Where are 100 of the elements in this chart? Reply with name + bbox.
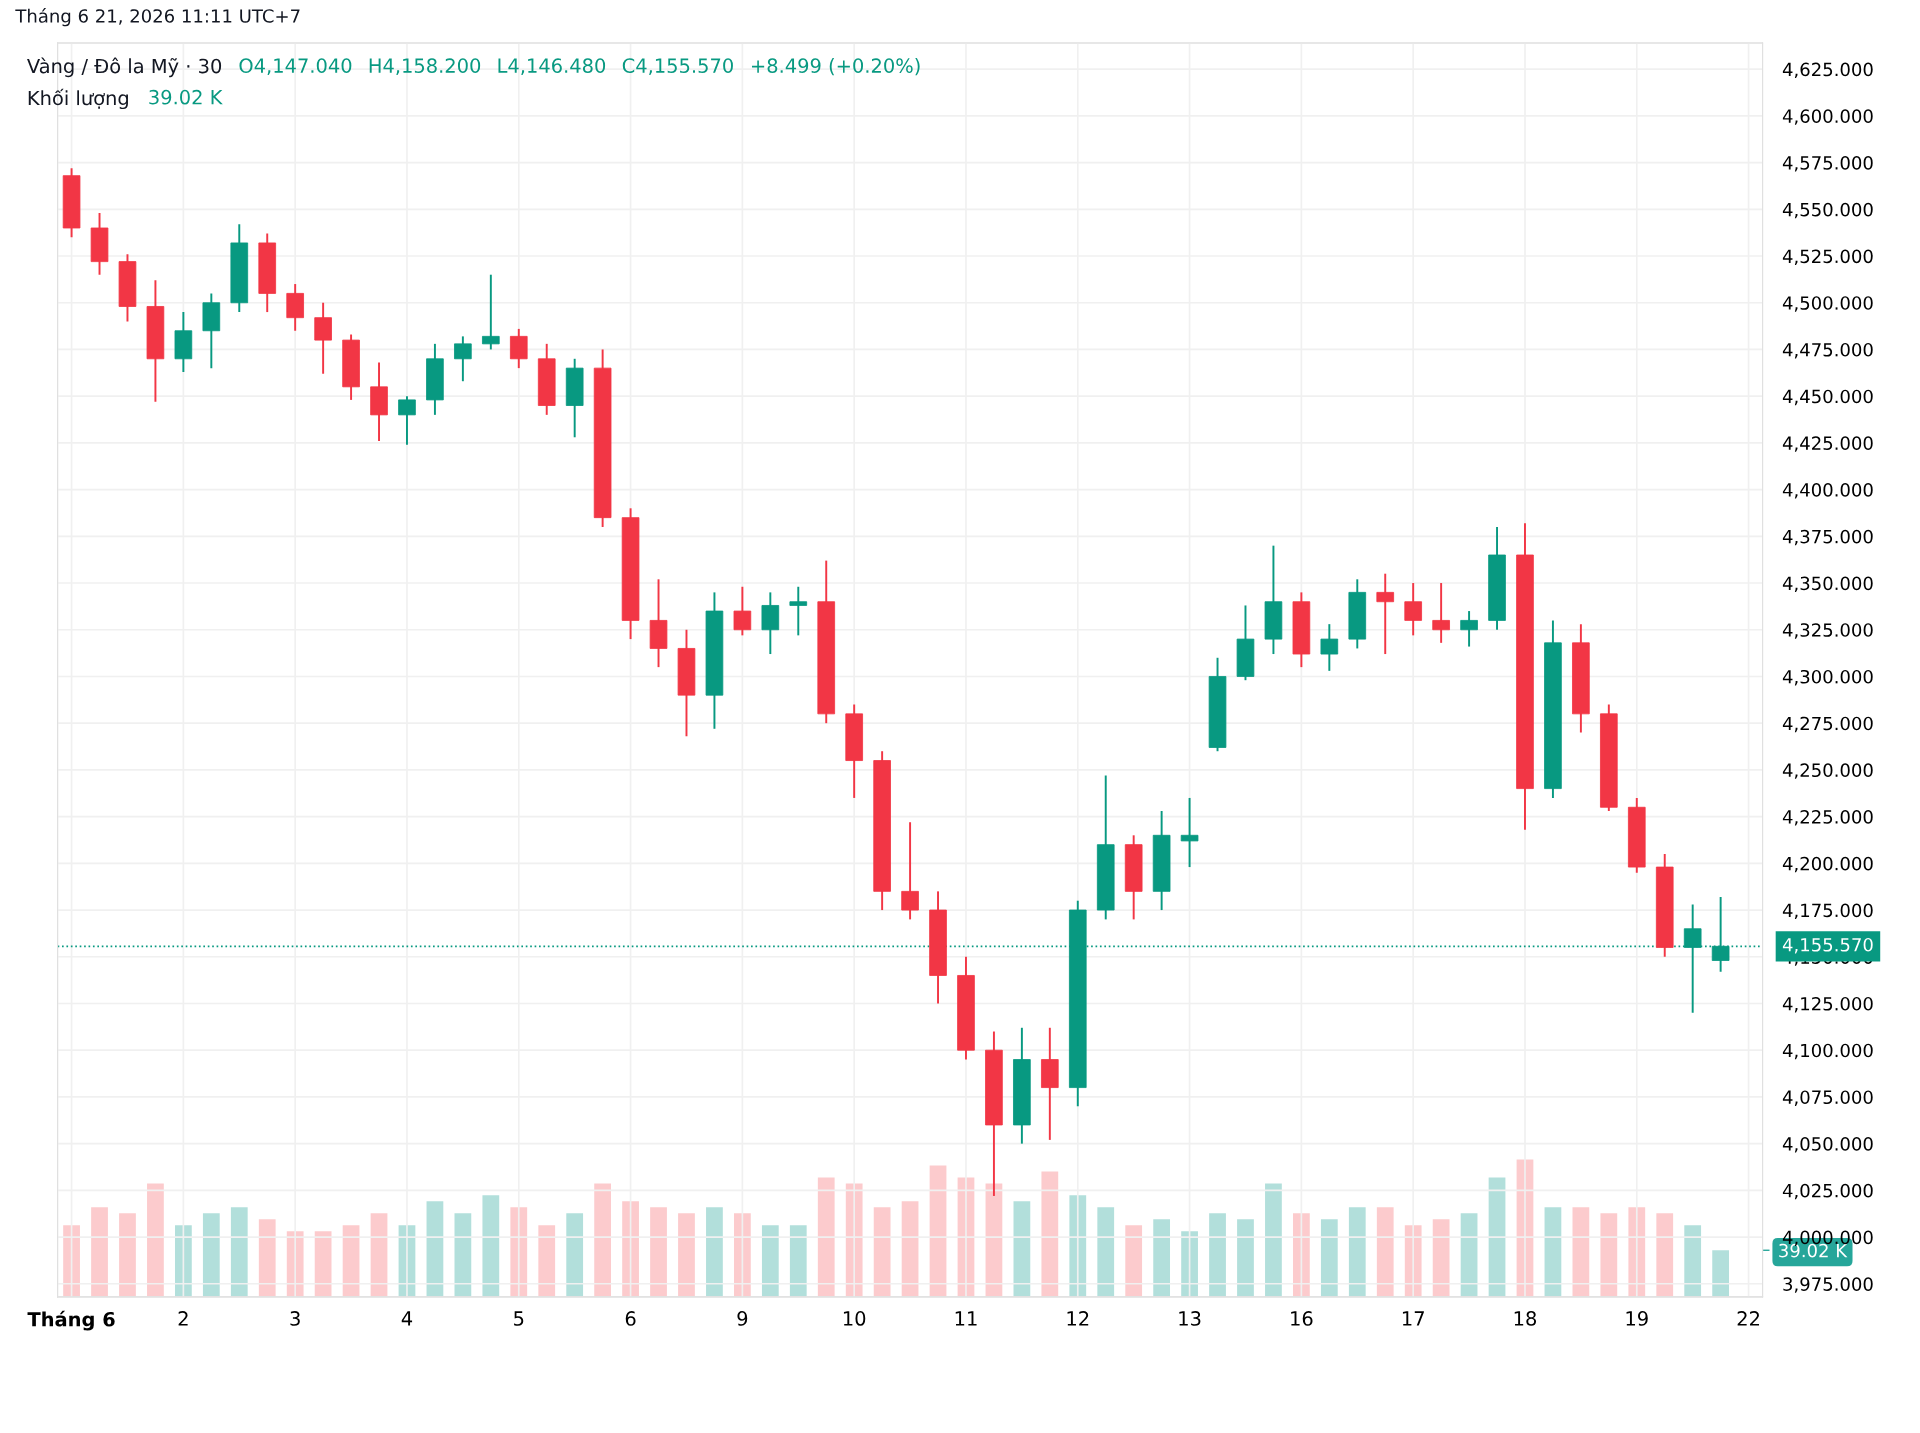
text: Vàng / Đô la Mỹ · 30 xyxy=(27,57,222,78)
bar xyxy=(678,1213,695,1297)
x-tick-label: 5 xyxy=(514,1311,524,1326)
bar xyxy=(1041,1171,1059,1297)
x-tick-label: 18 xyxy=(1514,1311,1537,1326)
y-tick-label: 4,475.000 xyxy=(1782,342,1873,359)
candlestick xyxy=(901,821,919,921)
bar xyxy=(370,1213,388,1297)
y-tick-label: 4,600.000 xyxy=(1782,109,1873,125)
y-tick-label: 4,200.000 xyxy=(1782,856,1873,873)
bar xyxy=(1209,1213,1226,1297)
bar xyxy=(1488,1177,1506,1297)
y-tick-label: 4,300.000 xyxy=(1782,669,1873,686)
bar xyxy=(1460,1213,1478,1297)
y-tick-label: 4,400.000 xyxy=(1782,483,1873,499)
annotation: +8.499 (+0.20%) xyxy=(751,57,920,76)
annotation: Khối lượng xyxy=(28,88,128,110)
x-tick-label: 12 xyxy=(1067,1311,1089,1326)
annotation: O4,147.040 xyxy=(239,58,352,75)
candlestick xyxy=(398,395,416,446)
bar xyxy=(1013,1201,1031,1297)
y-tick-label: 4,050.000 xyxy=(1782,1137,1873,1153)
x-tick-label: 2 xyxy=(178,1311,188,1326)
bar xyxy=(761,1225,779,1297)
bar xyxy=(426,1201,444,1297)
annotation: L4,146.480 xyxy=(498,58,606,75)
bar xyxy=(230,1207,248,1297)
annotation: H4,158.200 xyxy=(369,58,481,75)
bar xyxy=(873,1207,891,1297)
bar xyxy=(1293,1213,1310,1297)
y-tick-label: 4,375.000 xyxy=(1782,529,1873,546)
bar xyxy=(1712,1250,1730,1297)
bar xyxy=(1572,1207,1590,1297)
y-tick-label: 4,525.000 xyxy=(1782,249,1873,265)
bar xyxy=(147,1183,164,1297)
bar xyxy=(1684,1225,1702,1297)
y-tick-label: 4,500.000 xyxy=(1782,296,1873,312)
candlestick xyxy=(482,273,500,351)
y-tick-label: 4,275.000 xyxy=(1782,716,1873,733)
bar xyxy=(733,1213,751,1297)
bar xyxy=(202,1213,220,1297)
bar xyxy=(985,1183,1003,1297)
candlestick xyxy=(314,301,332,375)
y-tick-label: 4,350.000 xyxy=(1782,576,1873,592)
candlestick xyxy=(1180,796,1199,869)
bar xyxy=(1544,1207,1562,1297)
annotation: C4,155.570 xyxy=(622,58,733,75)
x-tick-label: 9 xyxy=(737,1311,748,1326)
bar xyxy=(1265,1183,1282,1297)
bar xyxy=(706,1207,723,1297)
bar xyxy=(622,1201,639,1297)
x-tick-label: 11 xyxy=(955,1311,977,1326)
candlestick xyxy=(1320,623,1339,672)
y-tick-label: 4,175.000 xyxy=(1782,903,1873,920)
candlestick xyxy=(1432,582,1450,644)
bar xyxy=(538,1225,556,1297)
y-tick-label: 4,625.000 xyxy=(1782,62,1873,79)
y-tick-label: 4,025.000 xyxy=(1782,1183,1873,1200)
bar xyxy=(1153,1219,1171,1297)
x-tick-label: 4 xyxy=(401,1311,413,1326)
y-tick-label: 4,100.000 xyxy=(1782,1043,1873,1060)
bar xyxy=(1656,1213,1674,1297)
candlestick xyxy=(509,327,528,370)
ref-line-label: 4,155.570 xyxy=(1782,937,1873,954)
bar xyxy=(91,1207,108,1297)
bar xyxy=(1125,1225,1143,1297)
x-tick-label: 19 xyxy=(1626,1311,1648,1326)
bar xyxy=(1376,1207,1394,1297)
y-tick-label: 4,425.000 xyxy=(1782,436,1873,452)
y-tick-label: 4,225.000 xyxy=(1782,810,1873,826)
bar xyxy=(929,1165,947,1297)
y-tick-label: 4,250.000 xyxy=(1782,763,1873,779)
bar xyxy=(314,1231,332,1297)
x-tick-label: 13 xyxy=(1179,1311,1201,1326)
bar xyxy=(789,1225,807,1297)
y-tick-label: 3,975.000 xyxy=(1783,1277,1873,1293)
bar xyxy=(901,1201,919,1297)
x-tick-label: 10 xyxy=(843,1311,866,1326)
bar xyxy=(1237,1219,1254,1297)
bar xyxy=(1432,1219,1450,1297)
x-tick-label: 16 xyxy=(1291,1311,1313,1326)
bar xyxy=(454,1213,472,1297)
bar xyxy=(1348,1207,1366,1297)
y-tick-label: 4,125.000 xyxy=(1782,996,1873,1013)
bar xyxy=(1097,1207,1115,1297)
candlestick xyxy=(789,585,808,637)
bar xyxy=(1320,1219,1338,1297)
candlestick xyxy=(733,585,752,637)
text: Tháng 6 21, 2026 11:11 UTC+7 xyxy=(15,8,300,27)
bar xyxy=(1600,1213,1618,1297)
y-tick-label: 4,075.000 xyxy=(1782,1090,1873,1106)
x-tick-label: 22 xyxy=(1737,1311,1760,1326)
x-tick-label: Tháng 6 xyxy=(27,1310,115,1331)
bar xyxy=(817,1177,835,1297)
bar xyxy=(119,1213,136,1297)
bar xyxy=(258,1219,276,1297)
candlestick xyxy=(1460,610,1478,648)
y-tick-label: 4,550.000 xyxy=(1782,202,1873,219)
annotation: 39.02 K xyxy=(149,89,223,105)
bar xyxy=(482,1195,500,1297)
